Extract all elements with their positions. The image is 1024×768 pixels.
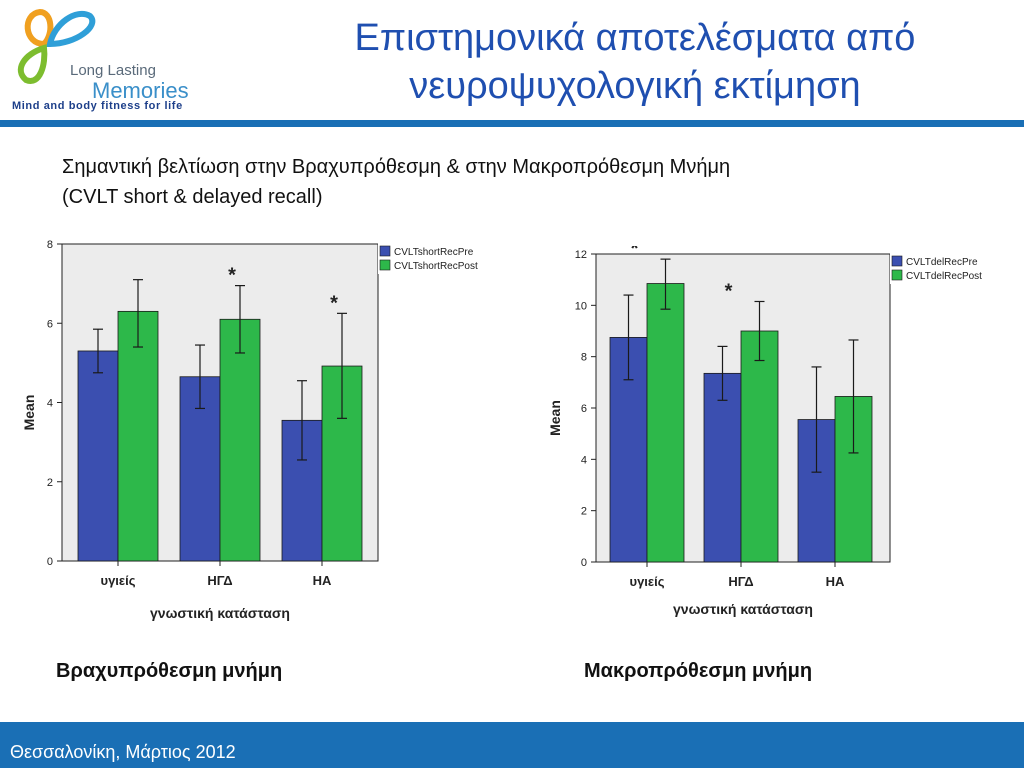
x-axis-label: γνωστική κατάσταση [150, 605, 290, 621]
bar-CVLTshortRecPost [117, 310, 159, 562]
legend-swatch [379, 245, 391, 257]
y-tick-label: 2 [581, 506, 587, 518]
x-tick-label: ΗΑ [826, 574, 845, 589]
legend-swatch [891, 269, 903, 281]
x-tick-label: υγιείς [630, 574, 665, 589]
legend-box [890, 252, 1008, 284]
caption-delayed-recall: Μακροπρόθεσμη μνήμη [584, 660, 813, 682]
footer-text: Θεσσαλονίκη, Μάρτιος 2012 [10, 742, 236, 762]
y-tick-label: 4 [581, 454, 587, 466]
bar-CVLTdelRecPre [703, 372, 742, 563]
significance-marker: * [725, 280, 733, 302]
header-divider [0, 120, 1024, 127]
x-tick-label: ΗΓΔ [728, 574, 753, 589]
logo-line2: Memories [92, 78, 189, 103]
significance-marker: * [631, 246, 639, 260]
x-tick-label: ΗΓΔ [207, 573, 232, 588]
legend-swatch [379, 259, 391, 271]
butterfly-logo-icon [17, 8, 96, 84]
legend-label: CVLTshortRecPre [394, 247, 474, 258]
y-tick-label: 0 [581, 557, 587, 569]
short-recall-chart: 0 2 4 6 8 υγιείς ΗΓΔ * ΗΑ * γνωστική κατάσταση Mean… [21, 239, 496, 621]
y-tick-label: 4 [47, 398, 53, 410]
x-tick-label: υγιείς [101, 573, 136, 588]
bar-CVLTshortRecPost [219, 318, 261, 562]
significance-marker: * [228, 265, 236, 287]
legend-box [378, 242, 496, 274]
subtitle-line1: Σημαντική βελτίωση στην Βραχυπρόθεσμη & … [62, 156, 731, 178]
significance-marker: * [330, 292, 338, 314]
y-tick-label: 6 [47, 318, 53, 330]
logo: Long Lasting Memories Mind and body fitn… [4, 4, 204, 112]
bar-CVLTdelRecPost [646, 283, 685, 563]
y-tick-label: 8 [581, 352, 587, 364]
legend-label: CVLTshortRecPost [394, 261, 478, 272]
logo-tagline: Mind and body fitness for life [12, 100, 183, 112]
y-axis-label: Mean [547, 400, 563, 436]
caption-short-recall: Βραχυπρόθεσμη μνήμη [56, 660, 283, 682]
bar-CVLTdelRecPost [740, 330, 779, 563]
x-axis-label: γνωστική κατάσταση [673, 601, 813, 617]
legend-label: CVLTdelRecPre [906, 257, 978, 268]
y-tick-label: 12 [575, 249, 587, 261]
slide-title: Επιστημονικά αποτελέσματα από νευροψυχολ… [354, 17, 916, 107]
legend-swatch [891, 255, 903, 267]
x-tick-label: ΗΑ [313, 573, 332, 588]
y-tick-label: 10 [575, 300, 587, 312]
y-tick-label: 2 [47, 477, 53, 489]
y-tick-label: 0 [47, 556, 53, 568]
y-axis-label: Mean [21, 395, 37, 431]
slide-subtitle: Σημαντική βελτίωση στην Βραχυπρόθεσμη & … [62, 152, 730, 212]
logo-line1: Long Lasting [70, 62, 156, 79]
legend-label: CVLTdelRecPost [906, 271, 982, 282]
delayed-recall-chart: 0 2 4 6 8 10 12 υγιείς * ΗΓΔ * ΗΑ γνωστική κατάσταση… [547, 246, 1008, 617]
subtitle-line2: (CVLT short & delayed recall) [62, 186, 323, 208]
y-tick-label: 6 [581, 403, 587, 415]
footer-bar [0, 722, 1024, 768]
bar-CVLTshortRecPre [77, 350, 119, 562]
y-tick-label: 8 [47, 239, 53, 251]
